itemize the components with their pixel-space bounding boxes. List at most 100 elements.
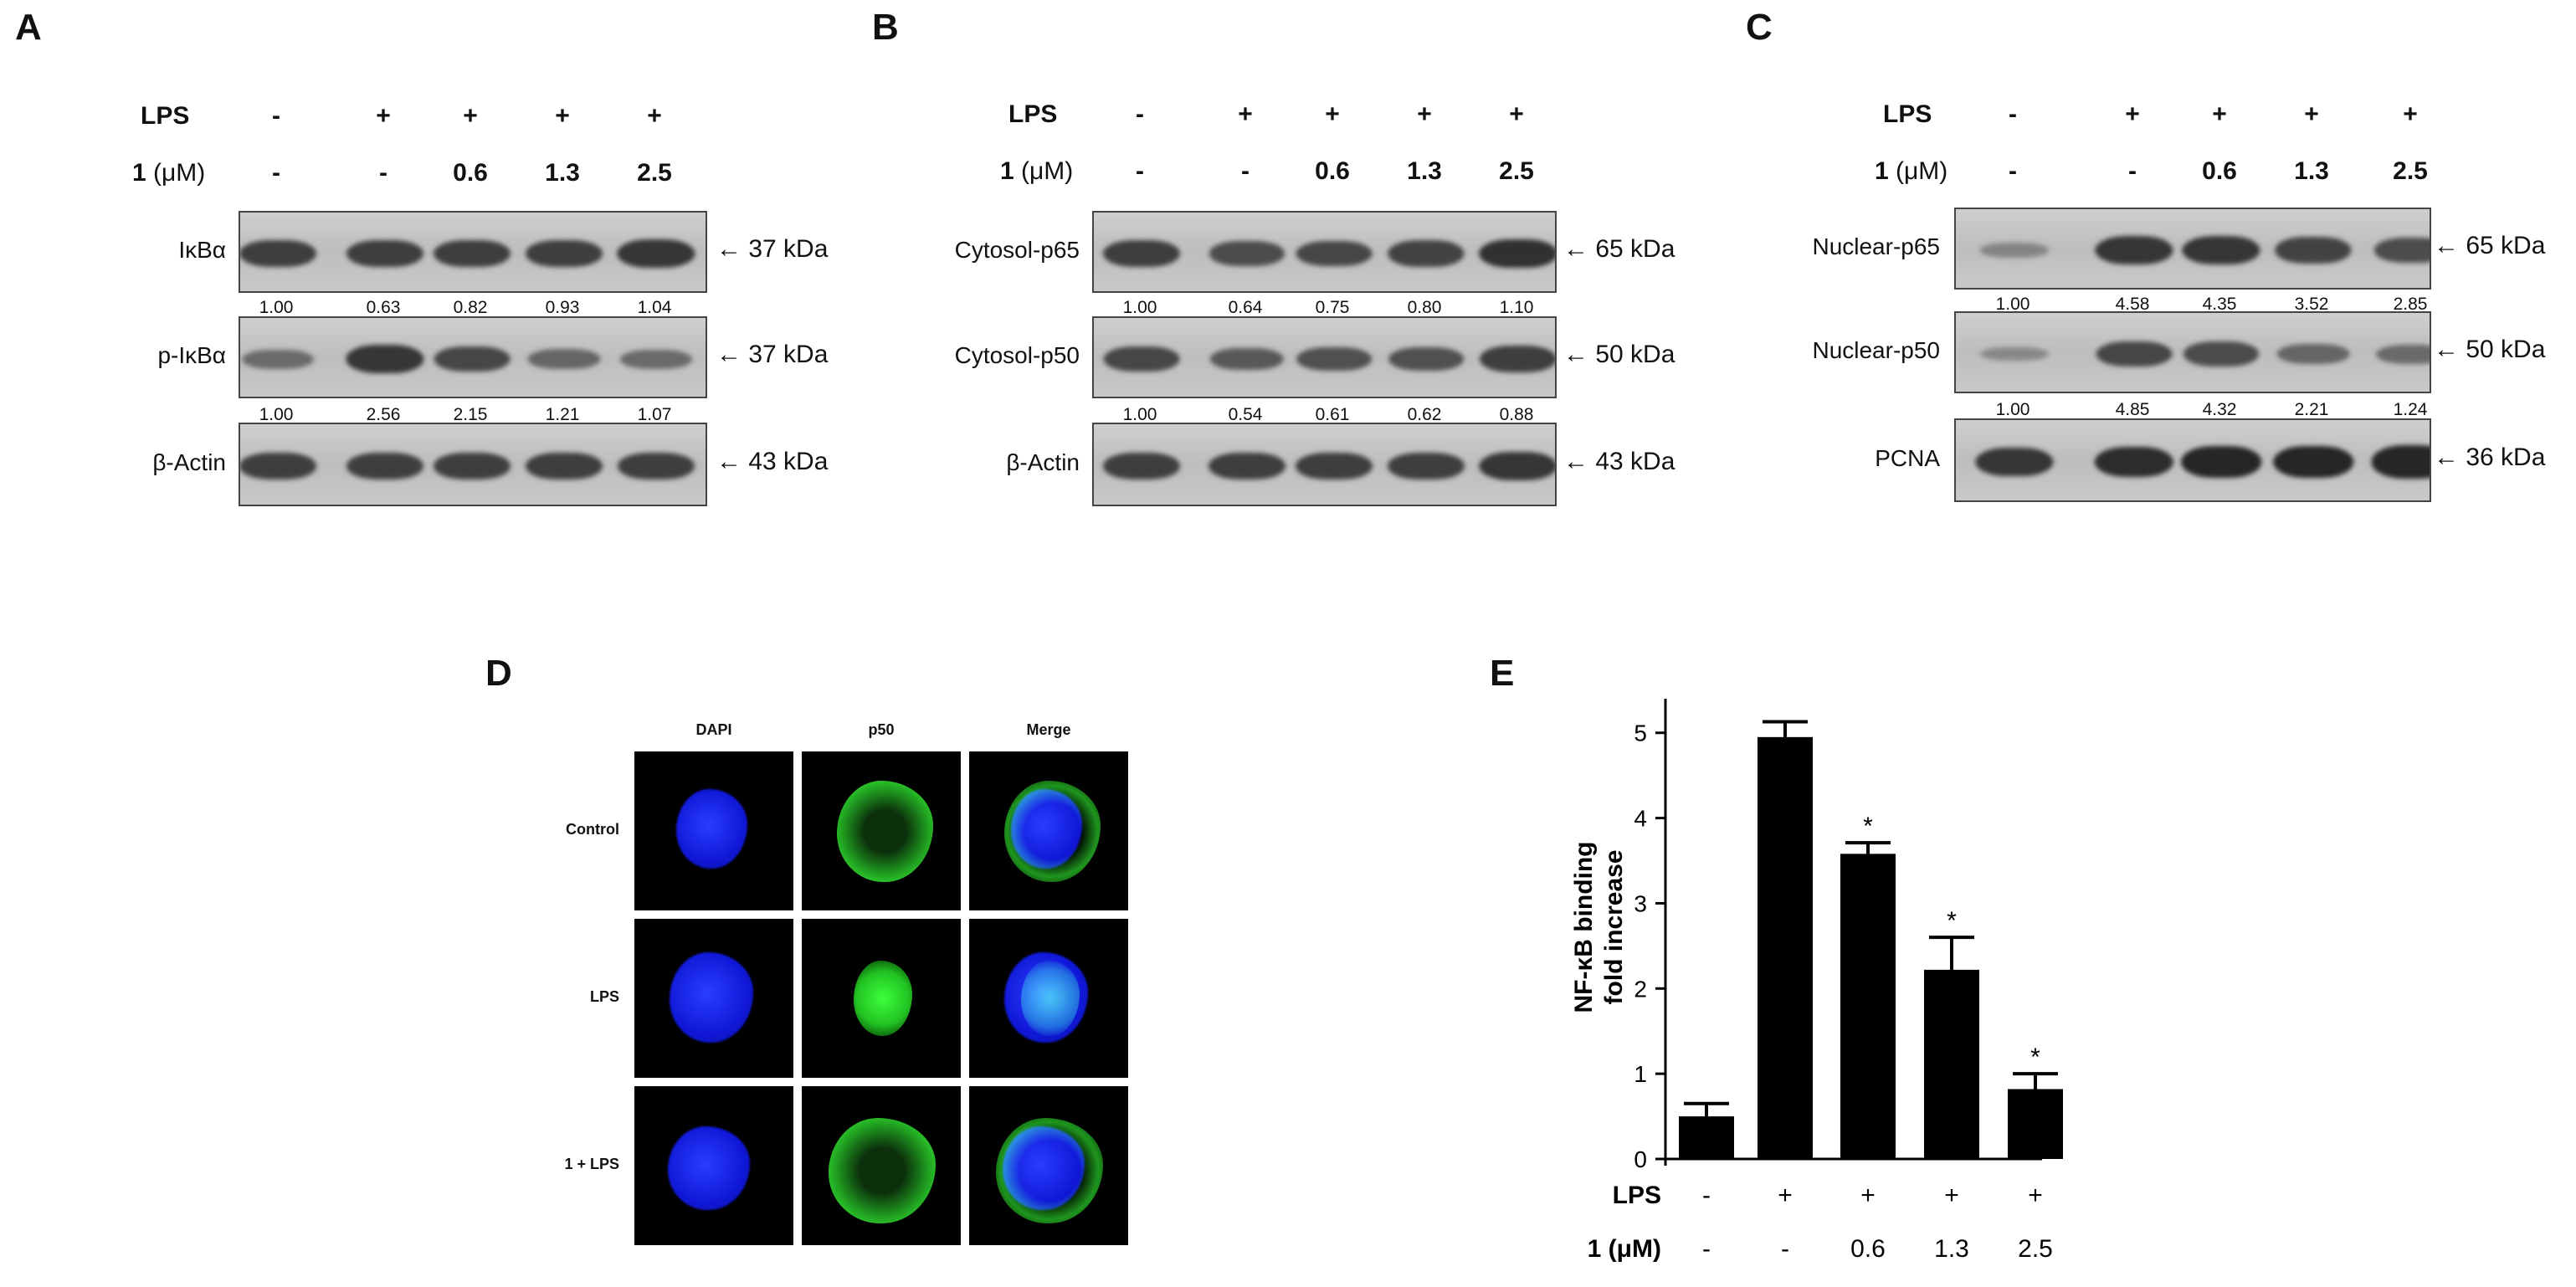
lps-value: + (2212, 100, 2227, 128)
quant-value: 2.85 (2393, 295, 2428, 314)
compound-row-label: 1 (μM) (1875, 157, 1947, 186)
kda-label: ← 65 kDa (1563, 235, 1675, 263)
quant-value: 2.15 (453, 405, 488, 424)
blot-band (1209, 347, 1285, 371)
x-row-value: + (1778, 1182, 1793, 1209)
blot-band (1479, 238, 1555, 269)
y-tick-label: 4 (1634, 806, 1647, 832)
blot-band (1296, 453, 1373, 479)
blot-band (434, 346, 511, 372)
quant-value: 1.00 (1122, 405, 1157, 424)
quant-value: 2.21 (2294, 400, 2329, 419)
compound-value: - (379, 159, 387, 187)
bar (1758, 736, 1813, 1159)
quant-value: 0.82 (453, 298, 488, 317)
blot-band (346, 240, 423, 267)
micro-image (969, 1086, 1128, 1245)
bar (1840, 854, 1896, 1159)
blot-row-label: IκBα (178, 237, 226, 263)
quant-value: 0.80 (1407, 298, 1442, 317)
blot-band (1208, 241, 1285, 266)
blot-band (346, 345, 424, 373)
nucleus-blob (670, 952, 753, 1043)
blot-band (1388, 240, 1465, 267)
kda-label: ← 50 kDa (2434, 336, 2546, 363)
blot-band (2182, 236, 2260, 264)
blot-band (2181, 446, 2261, 478)
quant-value: 1.00 (1995, 295, 2030, 314)
compound-value: 1.3 (1407, 157, 1442, 185)
quant-value: 4.35 (2202, 295, 2237, 314)
blot-band (346, 453, 423, 479)
p50-blob (996, 1118, 1103, 1223)
blot-band (1296, 346, 1372, 372)
x-row-value: - (1781, 1235, 1789, 1263)
blot-band (242, 349, 314, 369)
blot-band (1103, 453, 1180, 479)
panel-label-b: B (872, 7, 899, 48)
compound-value: 0.6 (1315, 157, 1350, 185)
lps-value: + (2125, 100, 2140, 128)
x-row-value: + (2028, 1182, 2043, 1209)
quant-value: 1.24 (2393, 400, 2428, 419)
kda-label: ← 43 kDa (716, 448, 829, 475)
blot-band (527, 349, 601, 369)
panel-label-d: D (485, 653, 512, 694)
blot-strip (239, 211, 707, 293)
panel-label-a: A (15, 7, 42, 48)
bar (1924, 969, 1979, 1159)
lps-value: + (1509, 100, 1524, 128)
quant-value: 0.64 (1228, 298, 1263, 317)
lps-value: + (1417, 100, 1432, 128)
quant-value: 2.56 (366, 405, 401, 424)
x-row-label: LPS (1613, 1182, 1661, 1209)
lps-row-label: LPS (1008, 100, 1058, 128)
blot-band (240, 240, 316, 267)
quant-value: 0.93 (545, 298, 580, 317)
micro-image (969, 919, 1128, 1078)
blot-row-label: PCNA (1875, 445, 1940, 471)
blot-band (434, 240, 511, 267)
compound-unit: (μM) (1896, 157, 1948, 185)
kda-label: ← 37 kDa (716, 341, 829, 368)
lps-value: - (1136, 100, 1144, 128)
micro-image (802, 1086, 961, 1245)
blot-strip (1954, 208, 2431, 290)
quant-value: 0.75 (1315, 298, 1350, 317)
micro-column-header: DAPI (695, 721, 732, 738)
blot-band (1480, 346, 1555, 372)
compound-row-label: 1 (μM) (132, 159, 205, 187)
blot-row-label: Cytosol-p50 (954, 342, 1080, 368)
quant-value: 1.07 (637, 405, 672, 424)
lps-value: + (2304, 100, 2319, 128)
blot-row-label: β-Actin (1006, 449, 1080, 475)
micro-column-header: Merge (1026, 721, 1071, 738)
compound-unit: (μM) (1021, 157, 1074, 185)
blot-band (620, 349, 692, 369)
nucleus-blob (676, 789, 747, 869)
compound-number: 1 (132, 159, 146, 187)
x-row-value: + (1860, 1182, 1876, 1209)
compound-number: 1 (1000, 157, 1014, 185)
x-row-value: 1.3 (1934, 1235, 1969, 1263)
compound-value: - (1136, 157, 1144, 185)
y-tick-label: 2 (1634, 976, 1647, 1002)
blot-band (1103, 240, 1180, 267)
quant-value: 1.00 (259, 405, 294, 424)
quant-value: 1.10 (1499, 298, 1534, 317)
significance-mark: * (1863, 813, 1873, 840)
micro-row-label: Control (566, 821, 619, 838)
blot-band (617, 239, 695, 268)
blot-band (1479, 452, 1555, 480)
quant-value: 1.04 (637, 298, 672, 317)
x-row-value: 0.6 (1850, 1235, 1886, 1263)
compound-value: - (2009, 157, 2017, 185)
kda-label: ← 43 kDa (1563, 448, 1675, 475)
x-row-value: 2.5 (2018, 1235, 2053, 1263)
quant-value: 0.54 (1228, 405, 1263, 424)
blot-band (1980, 346, 2049, 361)
blot-band (1103, 346, 1180, 372)
blot-strip (1954, 311, 2431, 393)
p50-blob (854, 961, 912, 1036)
blot-band (1388, 346, 1464, 372)
